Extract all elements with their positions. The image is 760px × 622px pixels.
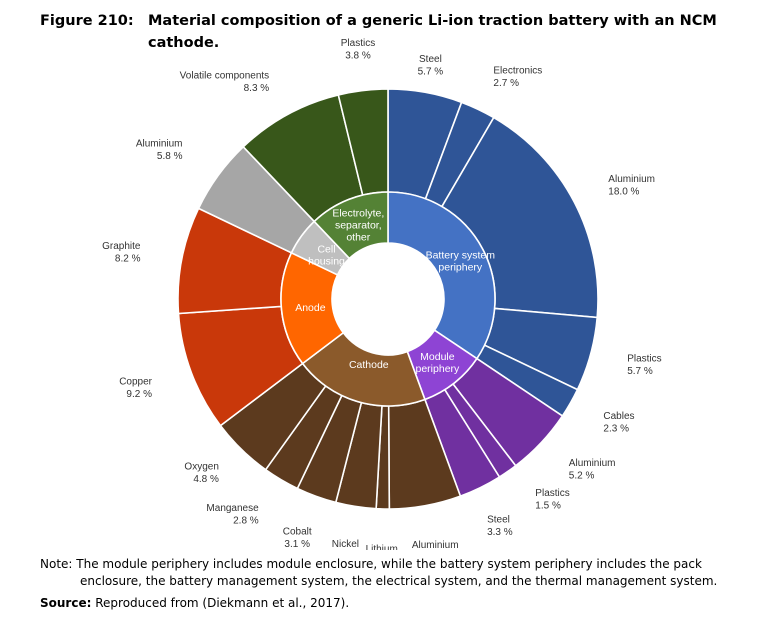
outer-label-plastics-18: Plastics 3.8 % (341, 38, 375, 62)
note-text: The module periphery includes module enc… (76, 557, 718, 588)
sunburst-chart: Battery system periphery Module periphery Ca… (102, 38, 662, 550)
outer-label-volatile-components-17: Volatile components 8.3 % (180, 70, 270, 94)
inner-label-anode: Anode (295, 302, 326, 314)
source-text: Reproduced from (Diekmann et al., 2017). (95, 596, 350, 610)
outer-label-cables-4: Cables 2.3 % (603, 411, 634, 435)
inner-segment-electrolyte-separator-other (313, 191, 389, 260)
inner-label-electrolyte-separator-other: Electrolyte, separator, other (332, 208, 384, 244)
outer-label-graphite-15: Graphite 8.2 % (102, 241, 141, 264)
figure-title-line2: cathode. (148, 35, 220, 51)
outer-label-aluminium-5: Aluminium 5.2 % (569, 458, 616, 482)
outer-label-cobalt-11: Cobalt 3.1 % (283, 527, 312, 550)
source-line: Source: Reproduced from (Diekmann et al.… (40, 596, 349, 610)
inner-label-battery-system-periphery: Battery system periphery (426, 249, 496, 273)
source-label: Source: (40, 596, 92, 610)
outer-label-copper-14: Copper 9.2 % (119, 376, 152, 400)
figure-title: Figure 210: Material composition of a gen… (40, 10, 740, 54)
inner-label-cell-housing: Cell housing (308, 243, 345, 267)
outer-label-lithium-9: Lithium1.0 % (366, 544, 398, 550)
outer-label-manganese-12: Manganese 2.8 % (206, 503, 259, 527)
outer-label-aluminium-16: Aluminium 5.8 % (136, 139, 183, 163)
figure-number: Figure 210: (40, 13, 134, 29)
chart-note: Note: The module periphery includes modu… (40, 556, 740, 590)
figure-title-line1: Material composition of a generic Li-ion… (148, 13, 717, 29)
inner-segment-battery-system-periphery (387, 191, 496, 360)
outer-label-plastics-6: Plastics 1.5 % (535, 488, 569, 512)
outer-label-nickel-10: Nickel3.1 % (332, 539, 359, 550)
outer-label-steel-7: Steel 3.3 % (487, 515, 513, 539)
inner-label-module-periphery: Module periphery (416, 351, 461, 375)
outer-label-aluminium-2: Aluminium 18.0 % (608, 174, 655, 198)
outer-label-electronics-1: Electronics 2.7 % (493, 66, 542, 90)
outer-label-plastics-3: Plastics 5.7 % (627, 353, 661, 377)
outer-label-steel-0: Steel 5.7 % (418, 54, 444, 78)
inner-label-cathode: Cathode (349, 359, 389, 371)
note-label: Note: (40, 557, 73, 571)
outer-label-oxygen-13: Oxygen 4.8 % (184, 462, 219, 486)
